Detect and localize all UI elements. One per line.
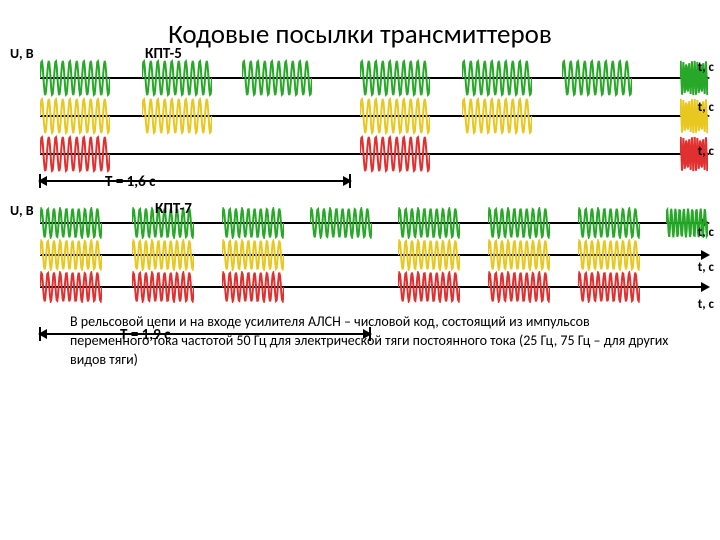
pulse-burst [488,207,550,239]
group-label: КПТ-7 [155,200,192,218]
pulse-burst [398,207,460,239]
period-dimension [40,333,370,335]
waveform-row [40,97,708,135]
y-axis-label-2: U, В [10,202,34,219]
pulse-burst [40,239,102,271]
pulse-burst [40,97,110,135]
pulse-burst [40,271,102,303]
period-dimension [40,180,350,182]
x-axis-label: t, с [698,260,714,275]
pulse-burst [222,239,284,271]
pulse-burst [222,207,284,239]
pulse-burst [360,59,430,97]
period-label: T = 1,6 с [105,173,155,191]
x-axis-label: t, с [698,60,714,75]
pulse-burst [40,135,110,173]
pulse-burst [40,207,102,239]
page-title: Кодовые посылки трансмиттеров [30,18,690,51]
x-axis-label: t, с [698,297,714,312]
pulse-burst [462,97,532,135]
pulse-burst [578,207,640,239]
pulse-burst [578,271,640,303]
pulse-burst [562,59,632,97]
waveform-row [40,59,708,97]
pulse-burst [398,239,460,271]
pulse-burst [578,239,640,271]
y-axis-label-1: U, В [10,45,34,62]
pulse-burst [310,207,372,239]
period-label: T = 1,9 с [120,326,170,344]
pulse-burst [360,135,430,173]
pulse-burst [488,271,550,303]
pulse-burst [488,239,550,271]
x-axis-label: t, с [698,100,714,115]
pulse-burst [242,59,312,97]
waveform-row [40,271,708,303]
group-label: КПТ-5 [145,45,182,63]
pulse-burst [142,59,212,97]
pulse-burst [142,97,212,135]
pulse-burst [40,59,110,97]
pulse-burst [132,239,194,271]
x-axis-label: t, с [698,144,714,159]
waveform-row [40,207,708,239]
x-axis-label: t, с [698,225,714,240]
pulse-burst [462,59,532,97]
pulse-burst [132,271,194,303]
pulse-burst [360,97,430,135]
pulse-burst [222,271,284,303]
waveform-row [40,239,708,271]
pulse-burst [398,271,460,303]
waveform-row [40,135,708,173]
